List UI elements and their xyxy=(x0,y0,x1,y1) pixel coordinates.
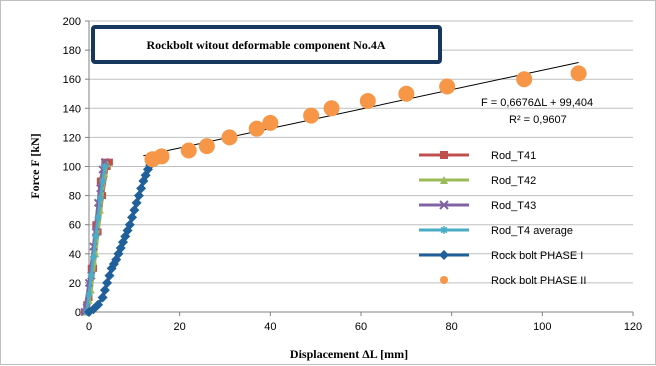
y-tick-label: 0 xyxy=(75,307,81,319)
legend-item: Rod_T42 xyxy=(419,175,536,187)
data-point xyxy=(85,291,93,299)
data-point xyxy=(133,190,144,201)
data-point xyxy=(323,100,340,117)
legend-marker xyxy=(440,176,448,184)
data-point xyxy=(136,183,147,194)
data-point xyxy=(87,272,95,280)
y-tick-label: 20 xyxy=(69,278,81,290)
data-point xyxy=(105,158,113,166)
data-point xyxy=(101,163,109,170)
x-tick-label: 60 xyxy=(355,321,367,333)
data-point xyxy=(359,93,376,110)
data-point xyxy=(104,270,115,281)
data-point xyxy=(131,197,142,208)
data-point xyxy=(99,177,107,185)
legend-item: Rock bolt PHASE II xyxy=(440,275,586,287)
legend-label: Rock bolt PHASE II xyxy=(491,275,586,287)
data-marks xyxy=(80,65,587,317)
x-tick-label: 0 xyxy=(86,321,92,333)
data-point xyxy=(92,232,100,240)
y-tick-label: 140 xyxy=(63,103,81,115)
y-tick-label: 100 xyxy=(63,162,81,174)
trendline-equation: F = 0,6676ΔL + 99,404 xyxy=(481,97,593,109)
chart-title: Rockbolt witout deformable component No.… xyxy=(147,38,386,52)
data-point xyxy=(248,120,265,137)
legend-item: Rod_T41 xyxy=(419,150,536,162)
legend-item: Rod_T43 xyxy=(419,200,536,212)
legend: Rod_T41 Rod_T42 Rod_T43 Rod_T4 average Rock … xyxy=(419,150,586,287)
trendline-r2: R² = 0,9607 xyxy=(509,114,567,126)
legend-marker xyxy=(440,226,448,234)
data-point xyxy=(198,138,215,155)
series-4 xyxy=(84,154,160,317)
data-point xyxy=(94,213,102,221)
legend-label: Rod_T43 xyxy=(491,200,536,212)
data-point xyxy=(93,299,104,310)
y-tick-label: 160 xyxy=(63,74,81,86)
data-point xyxy=(303,107,320,124)
legend-label: Rod_T42 xyxy=(491,175,536,187)
x-tick-label: 80 xyxy=(446,321,458,333)
y-tick-label: 60 xyxy=(69,220,81,232)
x-tick-label: 20 xyxy=(174,321,186,333)
data-point xyxy=(180,142,197,159)
legend-item: Rod_T4 average xyxy=(419,225,573,237)
data-point xyxy=(96,195,104,203)
data-point xyxy=(516,71,533,88)
y-axis-title: Force F [kN] xyxy=(28,133,42,198)
trendline-group xyxy=(143,61,579,157)
data-point xyxy=(124,219,135,230)
legend-marker xyxy=(439,250,449,260)
trendline xyxy=(143,61,579,157)
legend-marker xyxy=(440,151,448,159)
data-point xyxy=(129,205,140,216)
y-tick-label: 40 xyxy=(69,249,81,261)
data-point xyxy=(127,212,138,223)
y-tick-label: 200 xyxy=(63,16,81,28)
data-point xyxy=(102,277,113,288)
series-5 xyxy=(144,65,587,168)
y-tick-label: 180 xyxy=(63,45,81,57)
x-tick-label: 40 xyxy=(264,321,276,333)
legend-label: Rod_T41 xyxy=(491,150,536,162)
data-point xyxy=(439,78,456,95)
data-point xyxy=(262,114,279,131)
y-tick-label: 80 xyxy=(69,191,81,203)
data-point xyxy=(122,225,133,236)
data-point xyxy=(99,285,110,296)
x-tick-label: 120 xyxy=(624,321,642,333)
data-point xyxy=(398,85,415,102)
legend-label: Rod_T4 average xyxy=(491,225,573,237)
title-box-border xyxy=(91,25,442,64)
data-point xyxy=(153,148,170,165)
x-tick-label: 100 xyxy=(533,321,551,333)
grid-lines xyxy=(89,20,633,313)
legend-marker xyxy=(440,276,448,284)
legend-label: Rock bolt PHASE I xyxy=(491,250,583,262)
x-axis-title: Displacement ΔL [mm] xyxy=(290,347,408,361)
legend-marker xyxy=(439,200,449,210)
y-tick-label: 120 xyxy=(63,132,81,144)
data-point xyxy=(90,253,98,261)
legend-item: Rock bolt PHASE I xyxy=(419,250,583,262)
data-point xyxy=(570,65,587,82)
axes: 0 20 40 60 80 100 120 140 160 180 200 0 20 40 60 80 100 1… xyxy=(63,16,643,333)
data-point xyxy=(221,129,238,146)
title-box: Rockbolt witout deformable component No.… xyxy=(91,25,442,64)
data-point xyxy=(97,292,108,303)
